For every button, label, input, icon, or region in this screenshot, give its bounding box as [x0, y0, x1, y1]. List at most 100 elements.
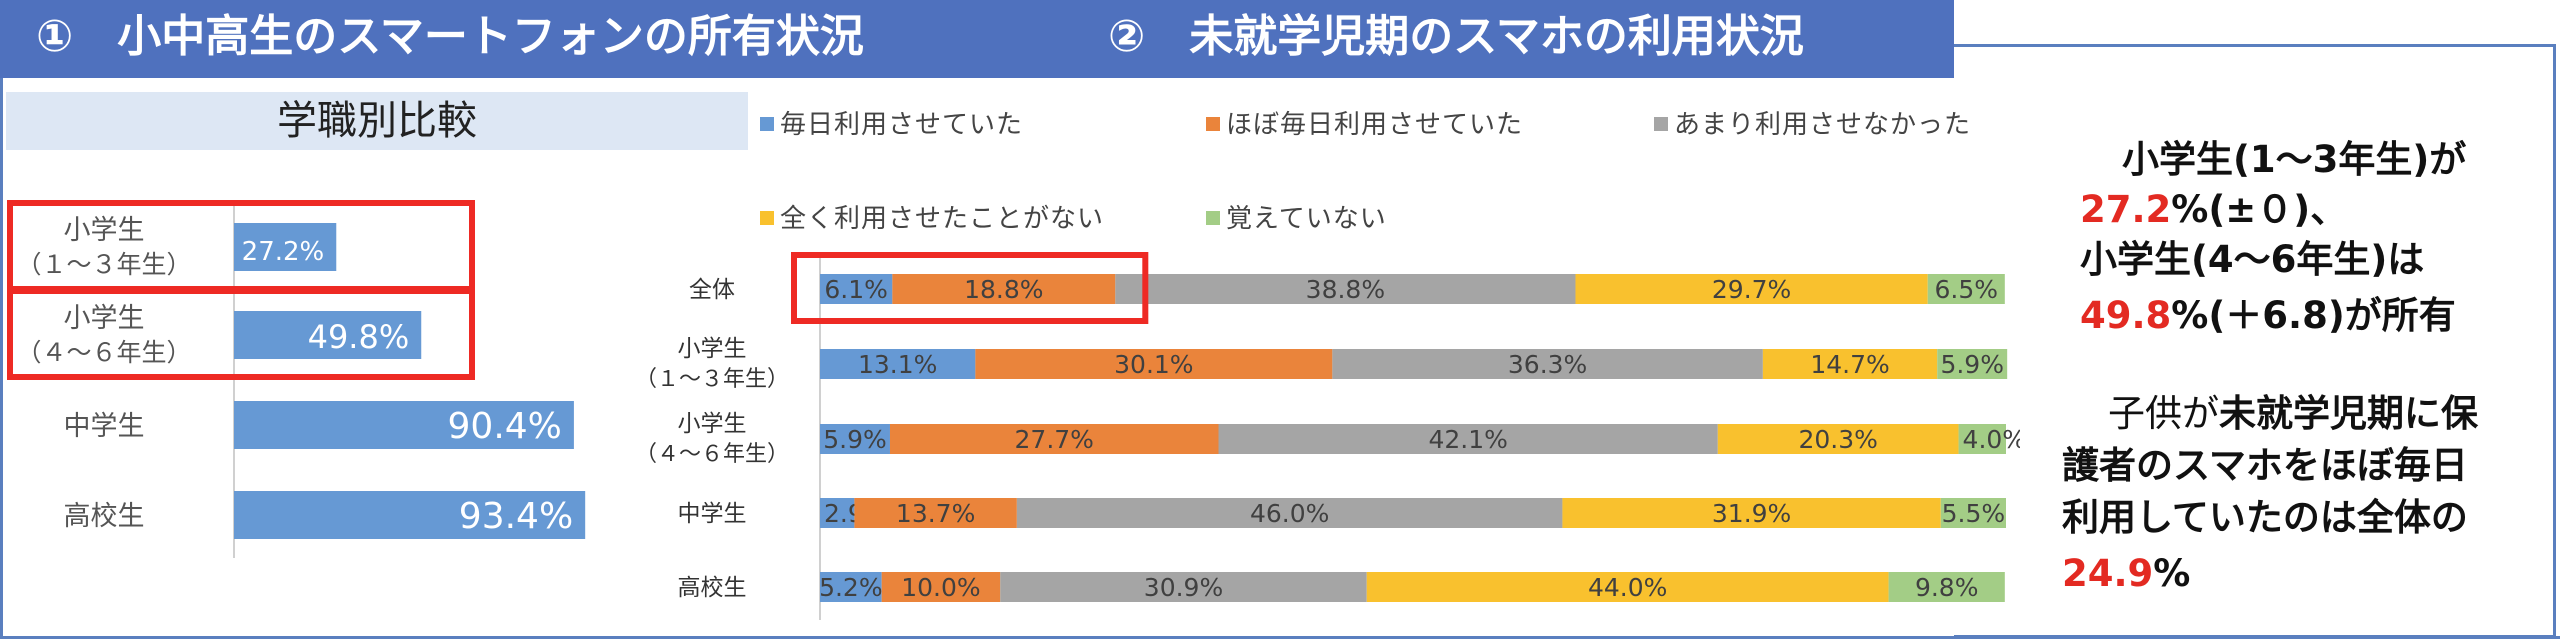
- usage-segment: [820, 572, 882, 602]
- ownership-category-label: 高校生: [64, 501, 145, 532]
- left-chart-title-box: 学職別比較: [6, 92, 748, 150]
- note-line-2: 27.2%(±０)、: [2080, 188, 2348, 231]
- ownership-category-sublabel: （４～６年生）: [16, 338, 191, 367]
- header-banner: ① 小中高生のスマートフォンの所有状況 ② 未就学児期のスマホの利用状況: [0, 0, 1954, 78]
- note-line-1: 小学生(1～3年生)が: [2122, 138, 2467, 181]
- legend-item: 全く利用させたことがない: [760, 198, 1104, 235]
- ownership-category-label: 小学生: [64, 303, 145, 334]
- usage-segment-label: 5.2%: [819, 573, 883, 602]
- usage-segment: [1762, 349, 1938, 379]
- ownership-bar: [234, 401, 574, 449]
- legend-label: あまり利用させなかった: [1674, 110, 1972, 140]
- usage-segment-label: 18.8%: [964, 275, 1043, 304]
- legend-item: あまり利用させなかった: [1654, 104, 1971, 141]
- ownership-category-label: 中学生: [64, 411, 145, 442]
- note-line-5: 子供が未就学児期に保: [2108, 392, 2478, 435]
- usage-segment-label: 9.8%: [1915, 573, 1979, 602]
- legend-item: 毎日利用させていた: [760, 104, 1023, 141]
- legend-swatch: [760, 117, 774, 131]
- usage-segment: [881, 572, 1001, 602]
- ownership-bar: [234, 223, 337, 271]
- usage-segment-label: 13.1%: [858, 350, 937, 379]
- usage-segment: [820, 349, 976, 379]
- usage-category-label: 高校生: [678, 575, 747, 601]
- usage-segment-label: 13.7%: [896, 499, 975, 528]
- usage-stacked-bar-chart: 6.1% 18.8% 38.8% 29.7% 6.5% 全体 13.1% 30.1% 36.3%…: [635, 252, 2020, 620]
- usage-segment: [892, 274, 1116, 304]
- usage-segment: [820, 424, 890, 454]
- frame-left-border: [0, 70, 3, 639]
- usage-segment: [820, 498, 855, 528]
- legend-swatch: [760, 211, 774, 225]
- note-value-24: 24.9: [2062, 552, 2154, 595]
- usage-segment: [1888, 572, 2005, 602]
- usage-segment: [854, 498, 1017, 528]
- legend-swatch: [1206, 117, 1220, 131]
- usage-segment: [1115, 274, 1576, 304]
- ownership-category-sublabel: （１～３年生）: [16, 250, 191, 279]
- usage-segment-label: 5.5%: [1942, 499, 2006, 528]
- usage-category-sublabel: （４～６年生）: [635, 442, 789, 467]
- ownership-value-label: 90.4%: [448, 406, 562, 447]
- usage-segment-label: 14.7%: [1810, 350, 1889, 379]
- legend-label: 毎日利用させていた: [780, 110, 1024, 140]
- usage-highlight-box: [791, 252, 1149, 324]
- ownership-value-label: 27.2%: [242, 237, 325, 267]
- note-line-6: 護者のスマホをほぼ毎日: [2062, 444, 2468, 487]
- usage-segment: [820, 274, 893, 304]
- usage-segment-label: 44.0%: [1588, 573, 1667, 602]
- usage-segment: [1218, 424, 1718, 454]
- usage-segment-label: 36.3%: [1508, 350, 1587, 379]
- usage-segment: [1332, 349, 1763, 379]
- note-line-7: 利用していたのは全体の: [2062, 496, 2468, 539]
- ownership-category-label: 小学生: [64, 215, 145, 246]
- legend-swatch: [1206, 211, 1220, 225]
- note-line-3: 小学生(4～6年生)は: [2080, 238, 2425, 281]
- legend-label: ほぼ毎日利用させていた: [1226, 110, 1524, 140]
- usage-segment-label: 6.1%: [824, 275, 888, 304]
- note-line-4: 49.8%(＋6.8)が所有: [2080, 294, 2456, 337]
- usage-segment: [1940, 498, 2006, 528]
- content-frame: [1954, 44, 2556, 638]
- note-line-8: 24.9%: [2062, 552, 2191, 595]
- ownership-bar: [234, 311, 422, 359]
- title-preschool-usage: ② 未就学児期のスマホの利用状況: [1108, 11, 1804, 62]
- note-value-49: 49.8: [2080, 294, 2172, 337]
- ownership-value-label: 93.4%: [459, 496, 573, 537]
- usage-segment: [975, 349, 1333, 379]
- usage-segment-label: 46.0%: [1250, 499, 1329, 528]
- note-value-27: 27.2: [2080, 188, 2172, 231]
- ownership-bar: [234, 491, 586, 539]
- usage-segment-label: 6.5%: [1935, 275, 1999, 304]
- legend-item: 覚えていない: [1206, 198, 1387, 235]
- usage-segment-label: 27.7%: [1015, 425, 1094, 454]
- usage-segment-label: 38.8%: [1306, 275, 1385, 304]
- legend-label: 覚えていない: [1226, 204, 1387, 234]
- usage-segment: [1958, 424, 2006, 454]
- usage-segment: [1927, 274, 2005, 304]
- usage-category-label: 小学生: [678, 411, 747, 437]
- ownership-value-label: 49.8%: [308, 318, 410, 356]
- usage-category-label: 中学生: [678, 501, 747, 527]
- ownership-highlight-box: [7, 288, 475, 380]
- frame-bottom-border: [0, 636, 2560, 639]
- legend-swatch: [1654, 117, 1668, 131]
- usage-segment: [1000, 572, 1367, 602]
- usage-segment-label: 4.0%: [1963, 425, 2020, 454]
- usage-segment: [1937, 349, 2008, 379]
- usage-segment-label: 30.1%: [1114, 350, 1193, 379]
- left-chart-title: 学職別比較: [277, 98, 477, 144]
- title-smartphone-ownership: ① 小中高生のスマートフォンの所有状況: [36, 11, 864, 62]
- usage-segment-label: 29.7%: [1712, 275, 1791, 304]
- usage-category-sublabel: （１～３年生）: [635, 367, 789, 392]
- usage-segment: [1366, 572, 1889, 602]
- usage-segment-label: 42.1%: [1428, 425, 1507, 454]
- usage-segment-label: 5.9%: [823, 425, 887, 454]
- usage-segment: [1717, 424, 1959, 454]
- usage-segment-label: 5.9%: [1940, 350, 2004, 379]
- usage-segment-label: 31.9%: [1712, 499, 1791, 528]
- usage-segment: [1016, 498, 1563, 528]
- usage-segment: [1575, 274, 1928, 304]
- ownership-bar-chart: 27.2% 小学生 （１～３年生） 49.8% 小学生 （４～６年生） 90.4% 中学生 93…: [7, 200, 586, 558]
- usage-segment-label: 30.9%: [1144, 573, 1223, 602]
